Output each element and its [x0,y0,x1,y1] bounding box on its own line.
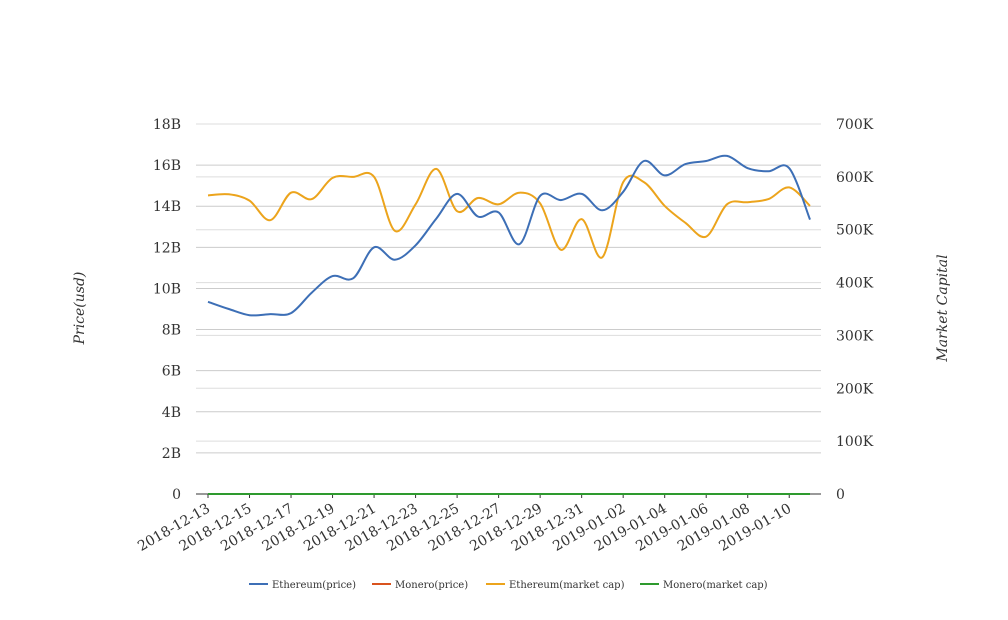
y-left-tick-label: 10B [153,281,181,297]
legend-item: Monero(market cap) [640,580,768,591]
y-right-tick-label: 400K [836,276,874,292]
y-right-tick-label: 200K [836,381,874,397]
gridlines [196,123,821,495]
y-left-tick-label: 0 [172,487,181,503]
legend-label: Monero(market cap) [663,580,768,591]
series-line-ethereum-market-cap [207,167,811,259]
legend: Ethereum(price) Monero(price) Ethereum(mar… [249,580,768,591]
y-right-tick-label: 100K [836,434,874,450]
legend-label: Monero(price) [395,580,468,591]
legend-label: Ethereum(price) [272,580,356,591]
y-left-tick-label: 18B [153,117,181,133]
series-line-ethereum-price [207,154,811,317]
legend-item: Monero(price) [372,580,468,591]
y-right-tick-label: 300K [836,328,874,344]
y-left-tick-label: 2B [162,446,181,462]
y-left-tick-label: 6B [162,364,181,380]
y-axis-left-title: Price(usd) [72,272,88,346]
y-axis-right-title: Market Capital [935,254,951,362]
legend-item: Ethereum(market cap) [486,580,625,591]
legend-item: Ethereum(price) [249,580,356,591]
y-left-tick-label: 8B [162,323,181,339]
y-left-tick-label: 14B [153,199,181,215]
y-left-tick-label: 16B [153,158,181,174]
y-left-tick-label: 4B [162,405,181,421]
y-right-tick-label: 600K [836,170,874,186]
y-right-tick-label: 0 [836,487,845,503]
y-right-tick-label: 500K [836,223,874,239]
legend-label: Ethereum(market cap) [509,580,625,591]
series-lines [207,154,811,495]
y-left-tick-label: 12B [153,240,181,256]
y-right-tick-label: 700K [836,117,874,133]
